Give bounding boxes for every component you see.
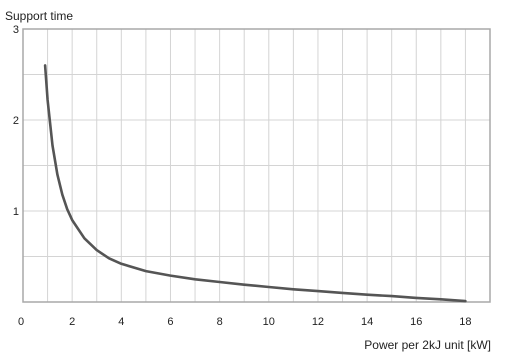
- plot-frame: [22, 28, 491, 303]
- x-tick-label: 6: [167, 316, 173, 328]
- x-tick-label: 18: [459, 316, 471, 328]
- y-tick-label: 1: [13, 206, 19, 218]
- x-axis-label: Power per 2kJ unit [kW]: [364, 338, 491, 352]
- x-tick-label: 2: [69, 316, 75, 328]
- y-tick-label: 2: [13, 115, 19, 127]
- x-tick-label: 8: [217, 316, 223, 328]
- y-axis-label: Support time: [5, 9, 73, 23]
- x-tick-label: 0: [18, 316, 24, 328]
- x-tick-label: 14: [361, 316, 373, 328]
- y-tick-label: 3: [13, 24, 19, 36]
- grid: [23, 29, 490, 302]
- x-tick-label: 12: [312, 316, 324, 328]
- x-tick-label: 10: [263, 316, 275, 328]
- x-tick-label: 4: [118, 316, 124, 328]
- x-tick-label: 16: [410, 316, 422, 328]
- series-line: [43, 64, 467, 303]
- series-group: [43, 64, 467, 303]
